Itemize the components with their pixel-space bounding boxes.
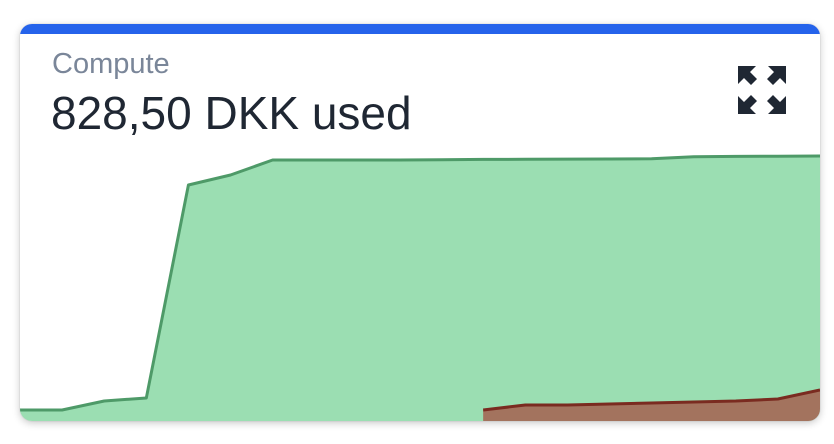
- series-1-area: [20, 156, 820, 421]
- compute-usage-card: Compute 828,50 DKK used: [20, 24, 820, 421]
- series-2-area: [483, 390, 820, 421]
- series-1-line: [20, 154, 820, 412]
- card-title: Compute: [52, 48, 170, 80]
- expand-arrows-icon: [738, 66, 786, 114]
- expand-button[interactable]: [736, 64, 788, 116]
- card-accent-bar: [20, 24, 820, 34]
- series-2-line: [482, 388, 820, 412]
- usage-area-chart: [20, 154, 820, 421]
- usage-value: 828,50 DKK used: [51, 87, 412, 139]
